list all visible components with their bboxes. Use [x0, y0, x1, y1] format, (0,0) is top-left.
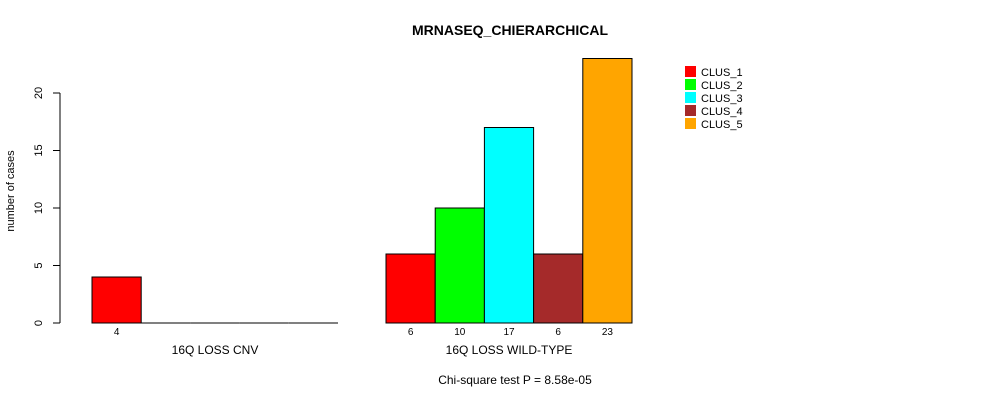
bar-clus-1-group-2: [385, 253, 436, 324]
legend-label: CLUS_3: [701, 93, 743, 105]
bar-value-label: 17: [503, 327, 515, 338]
y-tick-label: 10: [33, 202, 45, 214]
bar-clus-2-group-2: [434, 207, 485, 324]
legend-label: CLUS_4: [701, 106, 743, 118]
bars: 4 16Q LOSS CNV 6 10 17 6 23 16Q LOSS WILD-TYPE: [91, 58, 633, 357]
y-tick-label: 5: [33, 262, 45, 268]
bar-value-label: 6: [408, 327, 414, 338]
legend-swatch: [685, 79, 696, 90]
legend-label: CLUS_1: [701, 67, 743, 79]
bar-value-label: 4: [114, 327, 120, 338]
legend-swatch: [685, 105, 696, 116]
legend-swatch: [685, 92, 696, 103]
y-tick-label: 20: [33, 87, 45, 99]
legend-label: CLUS_2: [701, 80, 743, 92]
group-label: 16Q LOSS WILD-TYPE: [446, 343, 573, 357]
legend-swatch: [685, 118, 696, 129]
chart-title: MRNASEQ_CHIERARCHICAL: [412, 22, 608, 38]
y-axis-label: number of cases: [5, 150, 17, 232]
y-tick-label: 0: [33, 320, 45, 326]
legend-label: CLUS_5: [701, 119, 743, 131]
y-tick-label: 15: [33, 144, 45, 156]
bar-clus-5-group-2: [582, 58, 633, 324]
bar-clus-4-group-2: [533, 253, 584, 324]
bar-value-label: 23: [602, 327, 614, 338]
bar-value-label: 6: [555, 327, 561, 338]
bar-value-label: 10: [454, 327, 466, 338]
legend-swatch: [685, 66, 696, 77]
footer-note: Chi-square test P = 8.58e-05: [438, 373, 592, 387]
y-axis: 0 5 10 15 20: [33, 87, 61, 326]
bar-clus-1-group-1: [91, 276, 142, 324]
bar-clus-3-group-2: [483, 127, 535, 324]
group-label: 16Q LOSS CNV: [172, 343, 259, 357]
